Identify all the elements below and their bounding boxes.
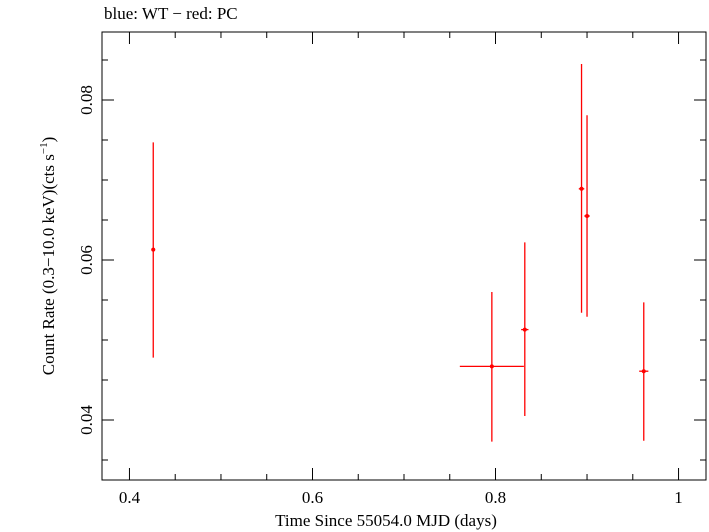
x-tick-label-0: 0.4 [119,488,141,507]
y-tick-label-2: 0.08 [77,85,96,115]
y-tick-label-1: 0.06 [77,245,96,275]
data-marker [641,369,646,374]
data-point-4 [584,115,590,317]
data-marker [151,247,156,252]
plot-frame [101,31,707,481]
data-marker [585,214,590,218]
y-axis-label: Count Rate (0.3−10.0 keV)(cts s−1) [38,137,58,376]
x-axis-label: Time Since 55054.0 MJD (days) [275,511,497,530]
data-point-0 [151,142,156,358]
data-marker [579,186,584,191]
data-marker [489,364,494,369]
data-point-2 [521,242,529,416]
data-marks [151,64,649,442]
data-marker [522,327,527,332]
data-point-3 [578,64,585,313]
axis-ticks [102,32,706,480]
data-point-5 [639,302,649,441]
data-point-1 [459,292,524,442]
x-tick-label-1: 0.6 [302,488,323,507]
chart-title: blue: WT − red: PC [104,4,238,23]
x-tick-label-2: 0.8 [485,488,506,507]
axis-tick-labels: 0.4 0.6 0.8 1 0.04 0.06 0.08 [77,85,683,507]
y-tick-label-0: 0.04 [77,405,96,435]
x-tick-label-3: 1 [674,488,683,507]
